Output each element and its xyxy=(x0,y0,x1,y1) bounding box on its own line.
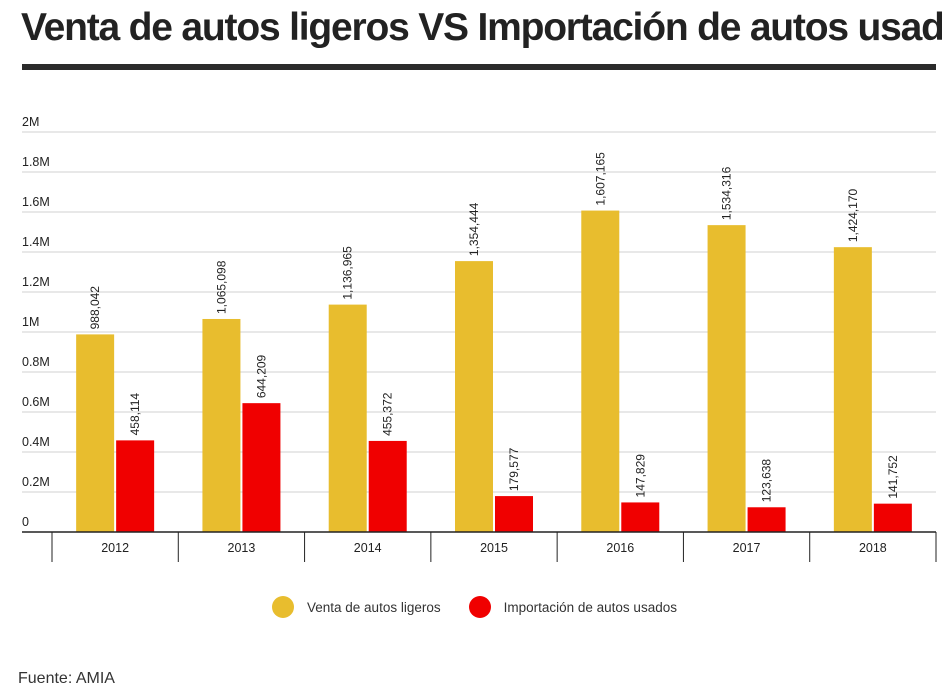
legend: Venta de autos ligeros Importación de au… xyxy=(272,596,705,618)
bar-ventas xyxy=(455,261,493,532)
x-tick-label: 2012 xyxy=(101,541,129,555)
x-tick-label: 2018 xyxy=(859,541,887,555)
bar-ventas xyxy=(581,210,620,532)
data-label: 123,638 xyxy=(760,459,774,503)
source-note: Fuente: AMIA xyxy=(18,670,115,687)
bar-importacion xyxy=(747,507,786,532)
data-label: 1,354,444 xyxy=(467,202,481,256)
data-label: 179,577 xyxy=(507,447,521,491)
title-rule xyxy=(22,64,936,70)
legend-swatch-ventas xyxy=(272,596,294,618)
y-tick-label: 0 xyxy=(22,515,29,529)
bar-ventas xyxy=(76,334,115,532)
bar-ventas xyxy=(707,225,746,533)
bar-chart: 0 0.2M 0.4M 0.6M 0.8M 1M 1.2M 1.4M 1.6M 1.8M 2M 988… xyxy=(22,115,937,562)
legend-item-importacion: Importación de autos usados xyxy=(468,596,677,618)
y-tick-label: 1.6M xyxy=(22,195,50,209)
x-tick-label: 2016 xyxy=(606,541,634,555)
data-label: 644,209 xyxy=(254,354,268,398)
x-tick-label: 2015 xyxy=(480,541,508,555)
bar-importacion xyxy=(116,440,155,532)
bar-importacion xyxy=(873,503,912,532)
bar-importacion xyxy=(495,496,533,532)
data-label: 1,065,098 xyxy=(214,260,228,314)
legend-swatch-importacion xyxy=(468,596,491,618)
y-tick-label: 0.8M xyxy=(22,355,50,369)
data-label: 141,752 xyxy=(886,455,900,499)
y-tick-label: 1.8M xyxy=(22,155,50,169)
bar-importacion xyxy=(242,403,281,532)
y-tick-label: 0.2M xyxy=(22,475,50,489)
bar-importacion xyxy=(621,502,660,532)
bar-ventas xyxy=(202,318,241,532)
data-label: 1,136,965 xyxy=(341,246,355,300)
data-label: 455,372 xyxy=(381,392,395,436)
data-label: 1,534,316 xyxy=(720,166,734,220)
legend-label-ventas: Venta de autos ligeros xyxy=(307,599,441,615)
chart-title: Venta de autos ligeros VS Importación de… xyxy=(21,6,942,49)
x-tick-label: 2017 xyxy=(733,541,761,555)
data-label: 147,829 xyxy=(633,454,647,498)
y-tick-label: 2M xyxy=(22,115,39,129)
x-tick-label: 2013 xyxy=(228,541,256,555)
data-label: 1,424,170 xyxy=(846,188,860,242)
legend-label-importacion: Importación de autos usados xyxy=(503,599,677,615)
y-tick-label: 1M xyxy=(22,315,39,329)
legend-item-ventas: Venta de autos ligeros xyxy=(272,596,441,618)
bar-ventas xyxy=(833,247,872,532)
data-label: 1,607,165 xyxy=(593,152,607,206)
y-tick-label: 0.4M xyxy=(22,435,50,449)
x-tick-label: 2014 xyxy=(354,541,382,555)
data-label: 458,114 xyxy=(128,393,142,436)
y-tick-label: 1.2M xyxy=(22,275,50,289)
bar-importacion xyxy=(368,440,407,532)
bar-ventas xyxy=(328,304,367,532)
data-label: 988,042 xyxy=(88,286,102,330)
y-tick-label: 1.4M xyxy=(22,235,50,249)
y-tick-label: 0.6M xyxy=(22,395,50,409)
